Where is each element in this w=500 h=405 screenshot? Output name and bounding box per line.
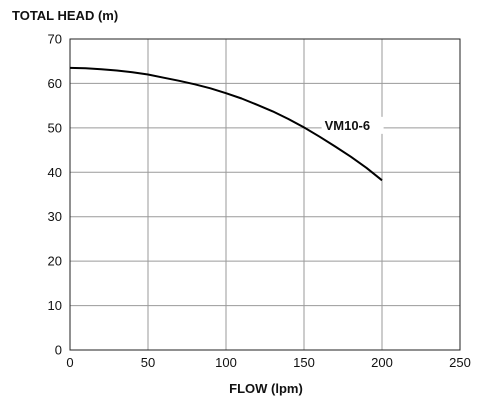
- y-tick-label: 30: [48, 209, 62, 224]
- plot-frame: [69, 38, 461, 351]
- x-tick-label: 0: [66, 355, 73, 370]
- series-label-background: [321, 116, 384, 134]
- y-axis-title: TOTAL HEAD (m): [12, 8, 118, 23]
- series: VM10-6: [69, 66, 384, 182]
- y-tick-label: 0: [55, 343, 62, 358]
- grid: [69, 38, 461, 351]
- y-tick-label: 20: [48, 254, 62, 269]
- y-tick-label: 60: [48, 76, 62, 91]
- tick-labels: 0 50 100 150 200 250 0 10 20 30 40 50 60 70: [48, 32, 471, 371]
- y-tick-label: 40: [48, 165, 62, 180]
- x-tick-label: 200: [371, 355, 393, 370]
- y-tick-label: 50: [48, 120, 62, 135]
- x-tick-label: 150: [293, 355, 315, 370]
- x-axis-title: FLOW (lpm): [229, 381, 303, 396]
- x-tick-label: 50: [141, 355, 155, 370]
- series-line-0: [69, 66, 383, 182]
- y-tick-label: 10: [48, 298, 62, 313]
- x-tick-label: 100: [215, 355, 237, 370]
- y-tick-label: 70: [48, 32, 62, 47]
- series-label: VM10-6: [325, 118, 371, 133]
- x-tick-label: 250: [449, 355, 471, 370]
